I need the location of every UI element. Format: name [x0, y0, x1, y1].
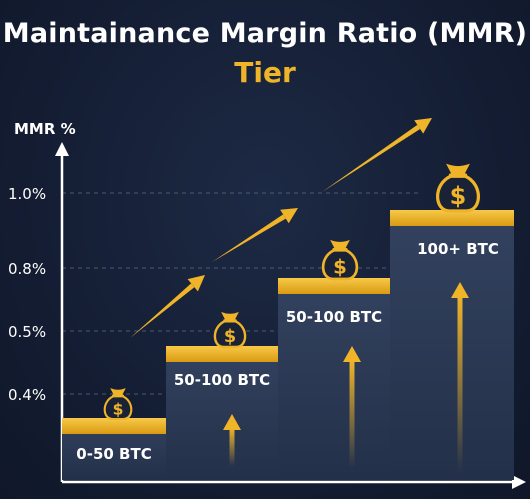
dollar-sign-icon: $ [333, 255, 347, 278]
money-bag-body [213, 320, 247, 349]
trend-arrow-shaft [322, 124, 421, 192]
money-bag-neck [446, 163, 470, 175]
up-arrow-icon [451, 282, 469, 472]
tier-step-cap [62, 418, 166, 434]
y-axis-label: MMR % [14, 120, 76, 138]
money-bag-neck [221, 312, 239, 320]
money-bag-neck [330, 239, 350, 249]
money-bag-tie [112, 394, 124, 397]
tier-label: 50-100 BTC [174, 371, 270, 389]
y-axis-arrowhead-icon [55, 142, 69, 156]
money-bag-icon: $ [103, 388, 133, 421]
steps: $ $ $ $ [62, 163, 514, 480]
up-arrow-shaft [229, 428, 235, 466]
diagonal-trend-arrow-icon [130, 275, 205, 338]
tier-step-cap [390, 210, 514, 226]
x-axis-arrowhead-icon [512, 475, 526, 489]
money-bag-body [103, 395, 133, 421]
tier-step [390, 210, 514, 480]
trend-arrow-head [414, 118, 432, 134]
up-arrow-icon [223, 414, 241, 466]
up-arrow-head [343, 346, 361, 362]
trend-arrow-head [280, 208, 298, 224]
trend-arrow-shaft [130, 283, 195, 338]
money-bag-body [321, 248, 359, 281]
dollar-sign-icon: $ [450, 182, 467, 210]
money-bag-icon: $ [213, 312, 247, 349]
tier-label: 50-100 BTC [286, 308, 382, 326]
y-tick-label: 0.4% [8, 386, 46, 404]
tier-label: 100+ BTC [417, 240, 499, 258]
tier-step [278, 278, 390, 480]
money-bag-tie [223, 319, 237, 322]
money-bag-tie [332, 247, 348, 251]
y-tick-label: 0.5% [8, 323, 46, 341]
labels: 1.0% 0.8% 0.5% 0.4% MMR % 0-50 BTC 50-100 BTC 5… [8, 120, 499, 463]
tier-label: 0-50 BTC [76, 445, 151, 463]
up-arrow-shaft [457, 296, 463, 472]
chart-subtitle: Tier [234, 56, 296, 89]
trend-arrow-head [187, 275, 205, 292]
tier-step-cap [166, 346, 278, 362]
money-bag-neck [110, 388, 126, 396]
up-arrow-icon [343, 346, 361, 468]
money-bag-icon: $ [435, 163, 481, 213]
money-bag-icon: $ [321, 239, 359, 281]
tier-step [166, 346, 278, 480]
y-tick-label: 0.8% [8, 260, 46, 278]
up-arrow-head [223, 414, 241, 430]
dollar-sign-icon: $ [224, 327, 236, 347]
diagonal-trend-arrow-icon [212, 208, 298, 262]
diagonal-trend-arrow-icon [322, 118, 432, 192]
tier-step-cap [278, 278, 390, 294]
y-tick-label: 1.0% [8, 185, 46, 203]
money-bag-tie [448, 173, 468, 177]
trend-arrows [130, 118, 432, 338]
up-arrow-shaft [349, 360, 355, 468]
dollar-sign-icon: $ [113, 401, 124, 419]
chart-title: Maintainance Margin Ratio (MMR) [2, 18, 528, 49]
money-bag-body [435, 174, 481, 213]
up-arrow-head [451, 282, 469, 298]
trend-arrow-shaft [212, 214, 286, 262]
